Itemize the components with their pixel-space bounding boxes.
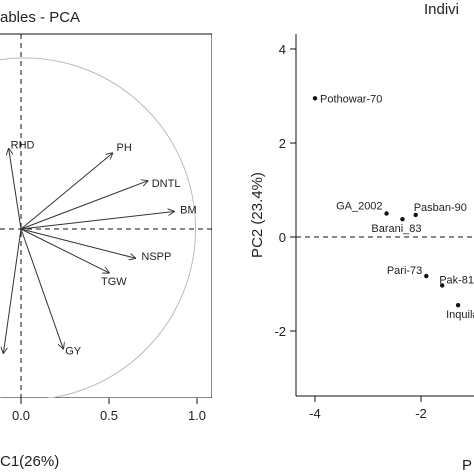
point-pari-73 [424, 273, 429, 279]
right-chart-title: Indivi [424, 1, 459, 18]
left-x-tick-label: 1.0 [188, 408, 206, 423]
right-x-axis-label: P [462, 457, 472, 474]
point-inquilab [455, 302, 461, 308]
point-label-ga-2002: GA_2002 [336, 201, 382, 213]
left-x-axis-label: C1(26%) [0, 453, 59, 470]
left-x-ticks: 0.0 0.5 1.0 [12, 398, 206, 423]
vector-rhd [9, 149, 22, 230]
point-label-pothowar-70: Pothowar-70 [320, 93, 382, 105]
vector-label-ph: PH [117, 142, 132, 154]
left-chart-title: ables - PCA [0, 9, 80, 26]
vector-tgw [20, 228, 109, 273]
point-label-pari-73: Pari-73 [387, 265, 422, 277]
vector-label-tgw: TGW [101, 276, 127, 288]
individuals-pca-panel: Indivi Pothowar-70 GA_2002 Pasban-90 Barani… [249, 1, 474, 474]
right-y-axis-label: PC2 (23.4%) [249, 172, 266, 258]
vector-bm [20, 211, 174, 230]
right-y-tick-label: 0 [279, 230, 286, 245]
right-x-tick-label: -4 [309, 406, 321, 421]
vector-gy [20, 228, 63, 349]
right-y-tick-label: 4 [279, 42, 286, 57]
point-pasban-90 [413, 212, 418, 218]
left-x-tick-label: 0.0 [12, 408, 30, 423]
variable-vectors: RHDPHDNTLBMNSPPTGWGYR [0, 140, 197, 358]
right-x-ticks: -4 -2 [309, 396, 427, 421]
point-barani-83 [400, 216, 405, 222]
left-plot-frame [0, 33, 212, 398]
vector-label-gy: GY [65, 346, 82, 358]
vector-nspp [20, 228, 135, 258]
point-pak-81 [440, 283, 445, 288]
vector-dntl [20, 181, 148, 230]
vector-label-nspp: NSPP [141, 251, 171, 263]
right-x-tick-label: -2 [415, 406, 427, 421]
vector-ph [20, 153, 113, 230]
point-label-pasban-90: Pasban-90 [414, 202, 467, 214]
individual-points: Pothowar-70GA_2002Pasban-90Barani_83R-Ch… [312, 93, 474, 321]
vector-label-rhd: RHD [11, 140, 35, 152]
point-pothowar-70 [312, 96, 318, 101]
vector-r [3, 228, 22, 353]
right-y-ticks: -2 0 2 4 [274, 42, 296, 339]
point-label-barani-83: Barani_83 [371, 223, 421, 235]
vector-label-dntl: DNTL [152, 178, 181, 190]
variables-pca-panel: ables - PCA RHDPHDNTLBMNSPPTGWGYR 0.00.5… [0, 9, 212, 470]
correlation-circle [0, 57, 196, 398]
point-label-pak-81: Pak-81 [439, 274, 474, 286]
right-y-tick-label: -2 [274, 324, 286, 339]
left-plot-area: RHDPHDNTLBMNSPPTGWGYR [0, 33, 212, 398]
left-x-tick-label: 0.5 [100, 408, 118, 423]
point-label-inquilab: Inquilab [446, 309, 474, 321]
right-y-tick-label: 2 [279, 136, 286, 151]
point-ga-2002 [384, 211, 389, 216]
vector-label-bm: BM [180, 204, 197, 216]
